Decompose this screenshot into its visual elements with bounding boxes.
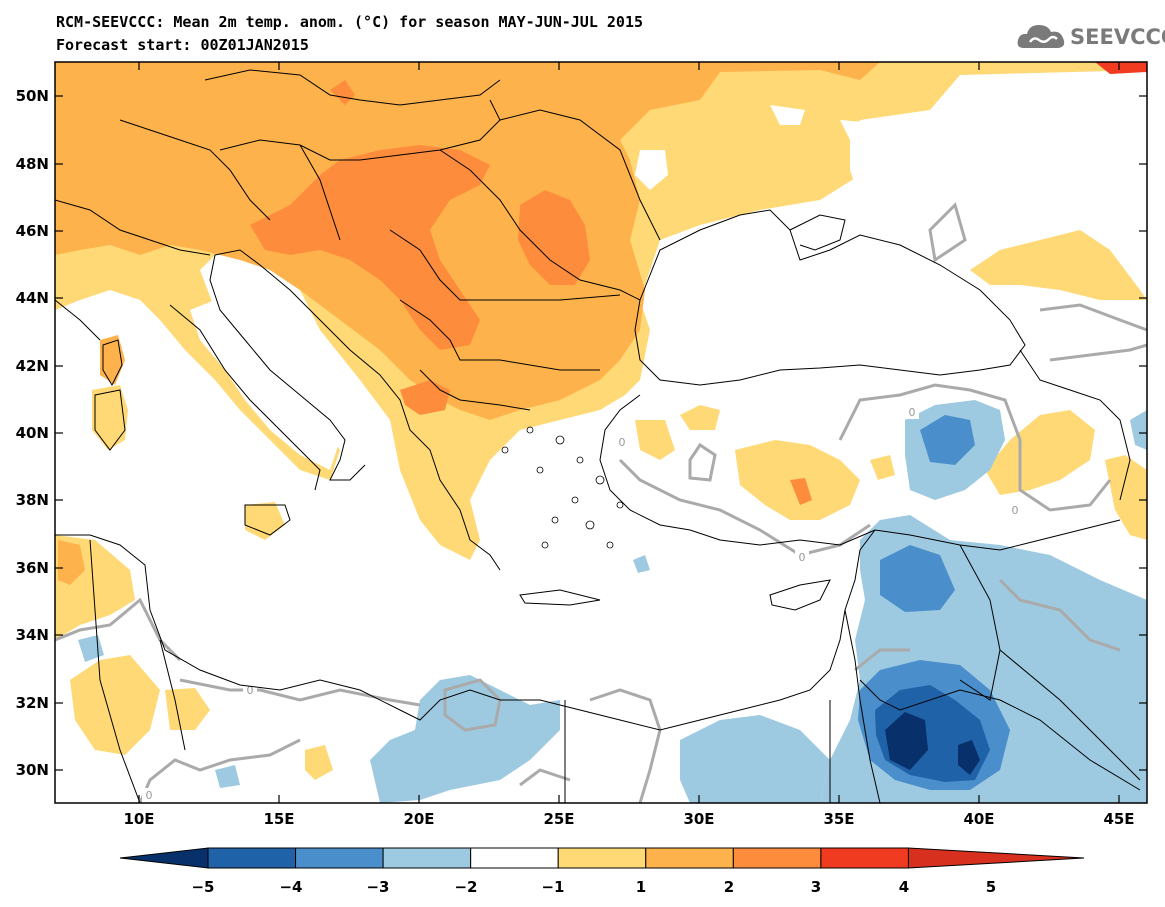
colorbar-segment-0 (119, 847, 209, 869)
neutral-patch-italy (190, 300, 340, 470)
lat-label-46n: 46N (16, 222, 49, 240)
colorbar: −5 −4 −3 −2 −1 1 2 3 4 5 (119, 847, 1085, 896)
colorbar-label-4: −1 (541, 878, 564, 896)
contour-label-bg-6 (795, 550, 809, 564)
lon-axis: 10E 15E 20E 25E 30E 35E 40E 45E (123, 62, 1135, 828)
colorbar-segment-4 (470, 847, 559, 869)
warm1-region-caucasus (970, 230, 1147, 300)
colorbar-label-5: 1 (636, 878, 646, 896)
warm2-region-europe (55, 62, 880, 420)
lat-axis: 50N 48N 46N 44N 42N 40N 38N 36N 34N 32N … (16, 87, 1147, 779)
seevccc-logo: SEEVCCC (1016, 20, 1165, 54)
colorbar-label-6: 2 (724, 878, 734, 896)
warm1-region-iran-border (1105, 455, 1147, 540)
cold2-region-egypt (370, 675, 560, 803)
warm3-region-hungary (250, 145, 490, 350)
warm1-region-libya-west (70, 655, 160, 755)
lat-label-50n: 50N (16, 87, 49, 105)
colorbar-label-1: −4 (279, 878, 302, 896)
warm1-region-sardinia (92, 385, 128, 450)
warm1-region-east-turkey (985, 410, 1095, 495)
contour-label-1: 0 (909, 406, 916, 419)
cold2-spot-rhodes (633, 555, 650, 573)
lat-label-36n: 36N (16, 559, 49, 577)
contour-label-5: 0 (146, 789, 153, 802)
warm3-region-balkans (400, 380, 450, 415)
lon-label-40e: 40E (963, 810, 994, 828)
neutral-patch-carpathian (770, 105, 805, 125)
lat-label-34n: 34N (16, 626, 49, 644)
lon-label-10e: 10E (123, 810, 154, 828)
lat-label-30n: 30N (16, 761, 49, 779)
contour-label-bg-1 (905, 405, 919, 419)
neutral-patch-crimea (635, 150, 668, 190)
contour-label-bg-3 (615, 435, 629, 449)
cold3-region-east-turkey (920, 415, 975, 465)
cold2-spot-libya (215, 765, 240, 788)
lat-label-48n: 48N (16, 155, 49, 173)
contour-label-2: 0 (1012, 504, 1019, 517)
lon-label-30e: 30E (683, 810, 714, 828)
warm1-spot-turkey-west (680, 405, 720, 430)
cold2-spot-caspian (1130, 410, 1147, 450)
aegean-islands (501, 426, 624, 549)
contour-label-3: 0 (619, 436, 626, 449)
colorbar-label-8: 4 (899, 878, 909, 896)
colorbar-segment-5 (557, 847, 647, 869)
warm3-region-romania (518, 190, 590, 285)
cold5-region-saudi (958, 740, 980, 775)
contour-label-6: 0 (799, 551, 806, 564)
lon-label-20e: 20E (403, 810, 434, 828)
warm4-spot-russia (1095, 62, 1147, 74)
warm1-region-sicily (245, 502, 285, 540)
contour-label-4: 0 (247, 684, 254, 697)
contour-label-bg-5 (142, 788, 156, 802)
colorbar-segment-8 (820, 847, 909, 869)
warm3-region-alps (330, 80, 355, 105)
cold5-region-sinai (885, 712, 928, 770)
warm1-spot-libya-2 (305, 745, 333, 780)
colorbar-segment-1 (207, 847, 297, 869)
colorbar-label-3: −2 (454, 878, 477, 896)
lon-label-35e: 35E (823, 810, 854, 828)
colorbar-segment-6 (645, 847, 734, 869)
anomaly-field: 0 0 0 0 0 0 (55, 62, 1147, 803)
colorbar-label-0: −5 (191, 878, 214, 896)
cold2-region-nile (680, 715, 830, 803)
colorbar-label-7: 3 (811, 878, 821, 896)
lat-label-44n: 44N (16, 289, 49, 307)
lat-label-38n: 38N (16, 491, 49, 509)
lon-label-25e: 25E (543, 810, 574, 828)
lon-label-15e: 15E (263, 810, 294, 828)
country-borders (55, 69, 1141, 803)
warm3-spot-turkey (790, 478, 812, 505)
neutral-patch-ukraine (840, 120, 985, 210)
colorbar-label-2: −3 (366, 878, 389, 896)
colorbar-segment-9 (907, 847, 1085, 869)
warm2-spot-tunisia (58, 540, 85, 585)
logo-text: SEEVCCC (1070, 25, 1165, 49)
cloud-icon (1017, 25, 1065, 48)
colorbar-segment-3 (382, 847, 472, 869)
colorbar-label-9: 5 (986, 878, 996, 896)
lat-label-42n: 42N (16, 357, 49, 375)
contour-label-bg-2 (1008, 503, 1022, 517)
colorbar-segment-2 (295, 847, 384, 869)
lon-label-45e: 45E (1103, 810, 1134, 828)
map-title: RCM-SEEVCCC: Mean 2m temp. anom. (°C) fo… (56, 13, 643, 31)
lat-label-40n: 40N (16, 424, 49, 442)
cold3-region-syria (880, 545, 955, 612)
colorbar-segment-7 (732, 847, 822, 869)
warm1-spot-libya (165, 688, 210, 730)
zero-contours (55, 202, 1147, 803)
warm1-spot-turkey-south (870, 455, 895, 480)
warm1-spot-aegean (635, 420, 675, 460)
forecast-start-label: Forecast start: 00Z01JAN2015 (56, 36, 309, 54)
lat-label-32n: 32N (16, 694, 49, 712)
